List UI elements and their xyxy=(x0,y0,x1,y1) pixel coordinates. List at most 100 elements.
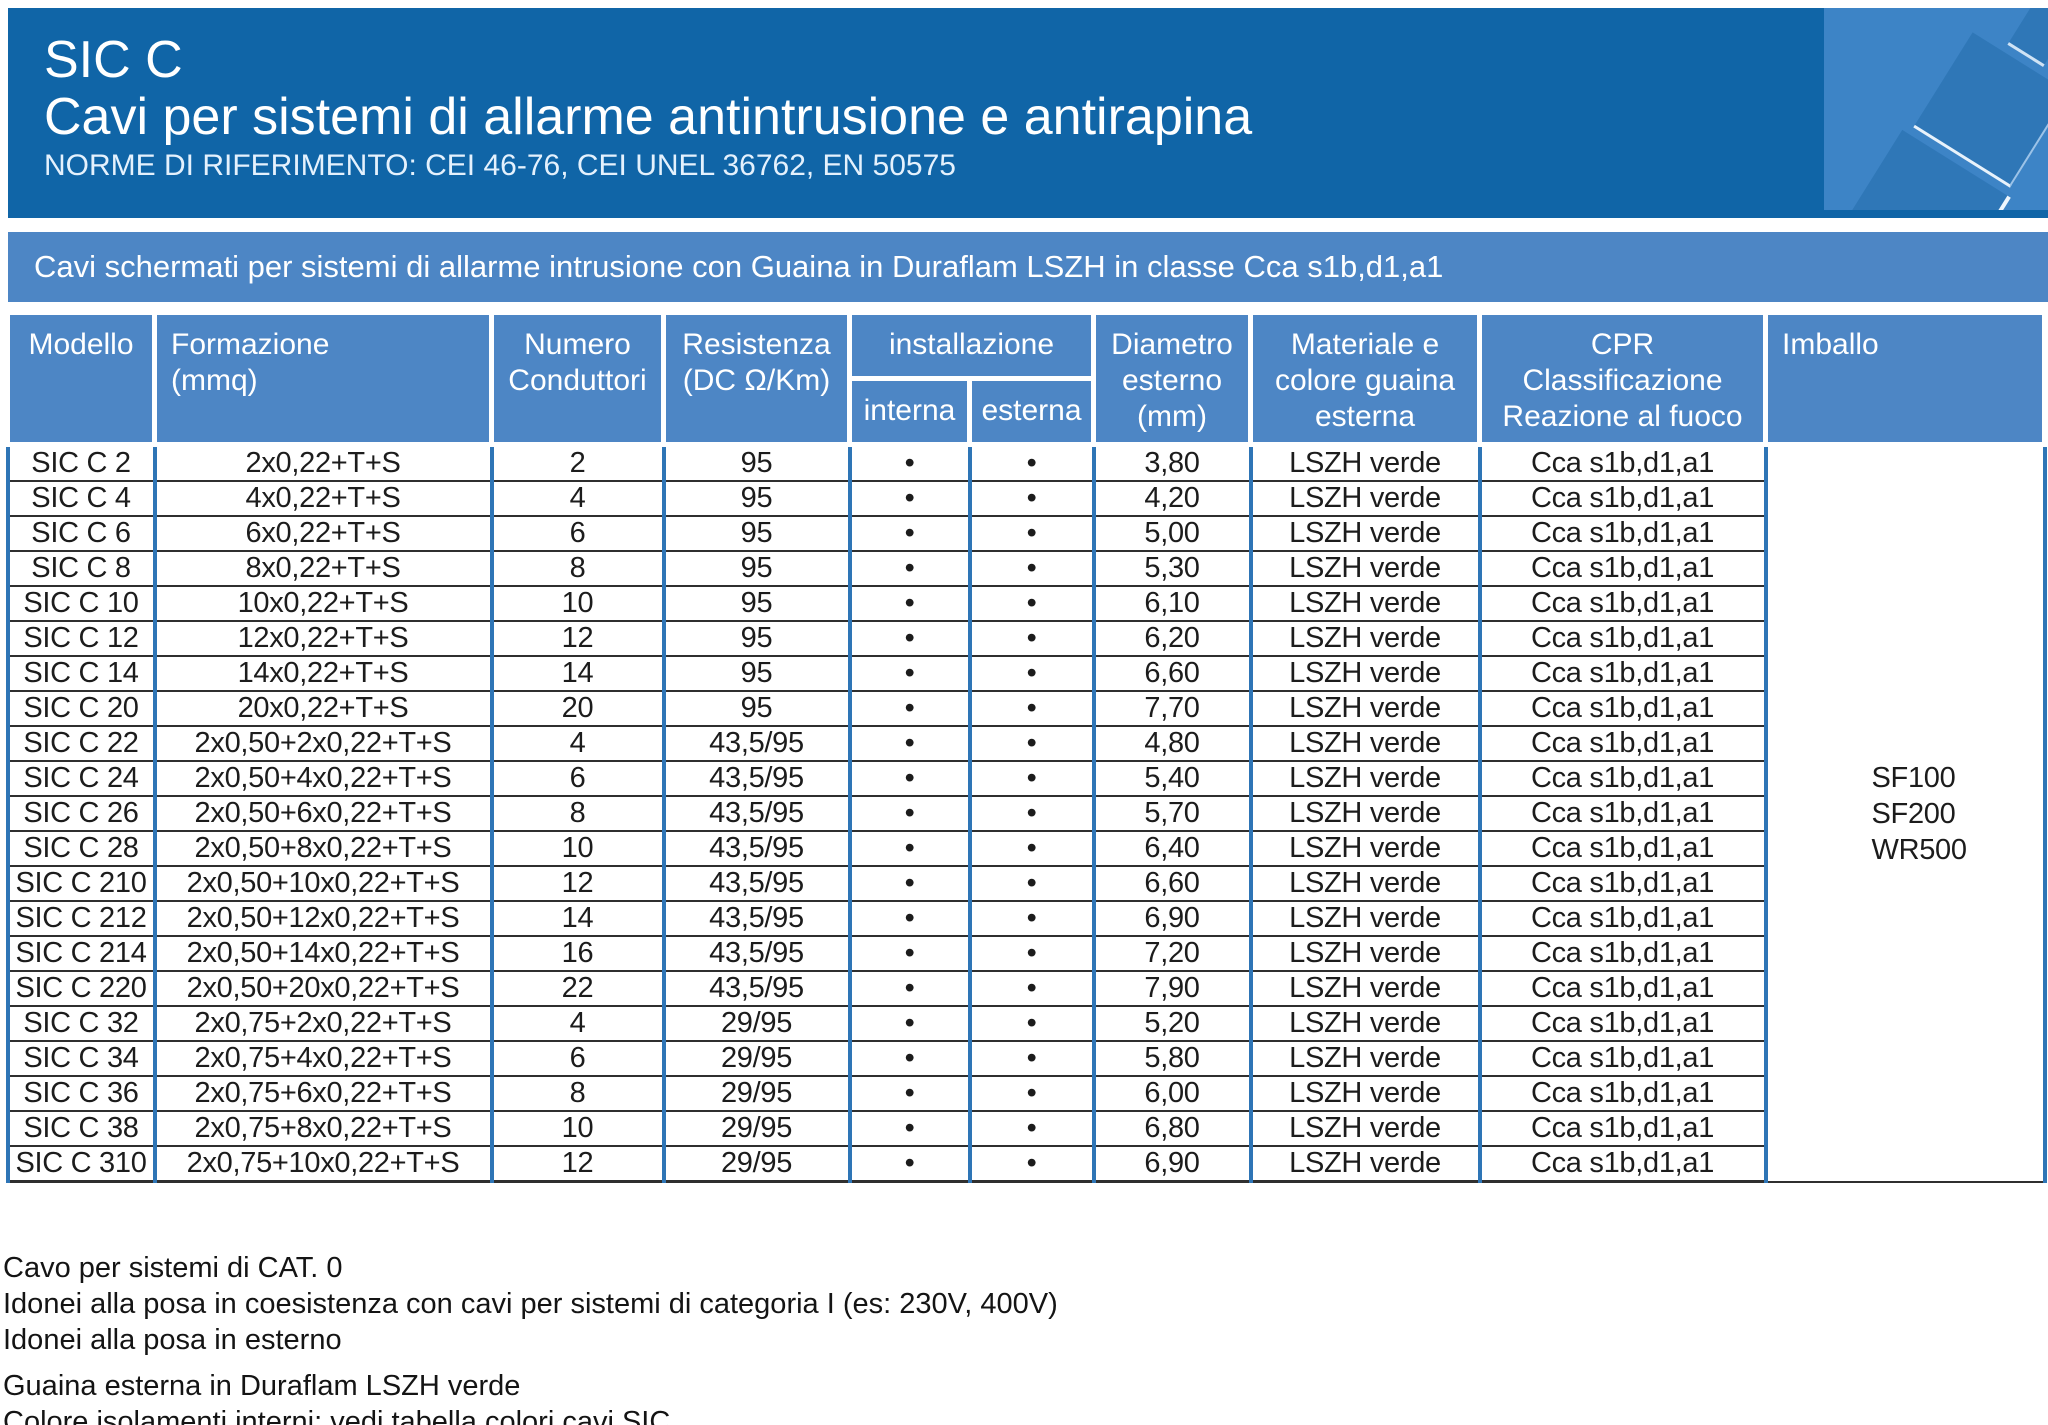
cell-esterna: • xyxy=(967,481,1094,517)
cell-esterna: • xyxy=(967,444,1094,482)
cell-diameter: 3,80 xyxy=(1091,444,1251,482)
cell-sheath: LSZH verde xyxy=(1248,1076,1480,1112)
cell-formation: 8x0,22+T+S xyxy=(152,551,492,587)
cell-formation: 2x0,50+6x0,22+T+S xyxy=(152,796,492,832)
cell-cpr: Cca s1b,d1,a1 xyxy=(1477,621,1768,657)
cell-conductors: 6 xyxy=(489,1041,664,1077)
cell-esterna: • xyxy=(967,936,1094,972)
cell-model: SIC C 20 xyxy=(5,691,155,727)
cell-diameter: 7,90 xyxy=(1091,971,1251,1007)
cell-interna: • xyxy=(847,621,970,657)
cell-cpr: Cca s1b,d1,a1 xyxy=(1477,1076,1768,1112)
norms-line: NORME DI RIFERIMENTO: CEI 46-76, CEI UNE… xyxy=(44,149,956,182)
cell-formation: 2x0,50+20x0,22+T+S xyxy=(152,971,492,1007)
col-diametro: Diametro esterno (mm) xyxy=(1091,310,1254,447)
cell-conductors: 4 xyxy=(489,1006,664,1042)
cell-formation: 2x0,75+10x0,22+T+S xyxy=(152,1146,492,1183)
cell-interna: • xyxy=(847,1006,970,1042)
cell-diameter: 6,40 xyxy=(1091,831,1251,867)
cell-sheath: LSZH verde xyxy=(1248,971,1480,1007)
table-row: SIC C 26 2x0,50+6x0,22+T+S 8 43,5/95 • • 5,70 L… xyxy=(5,796,2045,832)
col-installazione: installazione xyxy=(846,310,1097,381)
cell-cpr: Cca s1b,d1,a1 xyxy=(1477,901,1768,937)
cell-sheath: LSZH verde xyxy=(1248,516,1480,552)
corner-decoration xyxy=(1824,8,2048,210)
imballo-code: SF200 xyxy=(1871,797,1956,830)
cell-resistance: 29/95 xyxy=(661,1041,850,1077)
cell-cpr: Cca s1b,d1,a1 xyxy=(1477,761,1768,797)
header-banner: SIC C Cavi per sistemi di allarme antint… xyxy=(8,8,2048,218)
cell-conductors: 6 xyxy=(489,761,664,797)
cell-formation: 2x0,50+8x0,22+T+S xyxy=(152,831,492,867)
note-line: Idonei alla posa in coesistenza con cavi… xyxy=(3,1288,1058,1320)
cell-esterna: • xyxy=(967,1146,1094,1183)
cell-resistance: 43,5/95 xyxy=(661,901,850,937)
cell-diameter: 6,20 xyxy=(1091,621,1251,657)
col-installazione-esterna: esterna xyxy=(966,376,1097,447)
subtitle-band: Cavi schermati per sistemi di allarme in… xyxy=(8,232,2048,302)
cell-cpr: Cca s1b,d1,a1 xyxy=(1477,551,1768,587)
cell-cpr: Cca s1b,d1,a1 xyxy=(1477,1111,1768,1147)
cell-interna: • xyxy=(847,551,970,587)
table-row: SIC C 220 2x0,50+20x0,22+T+S 22 43,5/95 • • 7,… xyxy=(5,971,2045,1007)
cell-cpr: Cca s1b,d1,a1 xyxy=(1477,586,1768,622)
cell-sheath: LSZH verde xyxy=(1248,936,1480,972)
cell-formation: 2x0,50+10x0,22+T+S xyxy=(152,866,492,902)
cell-model: SIC C 28 xyxy=(5,831,155,867)
cell-model: SIC C 214 xyxy=(5,936,155,972)
cell-formation: 10x0,22+T+S xyxy=(152,586,492,622)
col-cpr: CPR Classificazione Reazione al fuoco xyxy=(1477,310,1769,447)
cell-conductors: 12 xyxy=(489,866,664,902)
cell-cpr: Cca s1b,d1,a1 xyxy=(1477,936,1768,972)
cell-interna: • xyxy=(847,866,970,902)
cell-cpr: Cca s1b,d1,a1 xyxy=(1477,1006,1768,1042)
cell-cpr: Cca s1b,d1,a1 xyxy=(1477,444,1768,482)
cell-cpr: Cca s1b,d1,a1 xyxy=(1477,866,1768,902)
cell-formation: 6x0,22+T+S xyxy=(152,516,492,552)
cell-cpr: Cca s1b,d1,a1 xyxy=(1477,516,1768,552)
cell-formation: 2x0,75+6x0,22+T+S xyxy=(152,1076,492,1112)
cell-model: SIC C 220 xyxy=(5,971,155,1007)
cell-diameter: 4,20 xyxy=(1091,481,1251,517)
cell-sheath: LSZH verde xyxy=(1248,656,1480,692)
cell-sheath: LSZH verde xyxy=(1248,1041,1480,1077)
cell-diameter: 6,90 xyxy=(1091,901,1251,937)
cell-resistance: 43,5/95 xyxy=(661,761,850,797)
cell-diameter: 5,30 xyxy=(1091,551,1251,587)
cell-formation: 4x0,22+T+S xyxy=(152,481,492,517)
cell-sheath: LSZH verde xyxy=(1248,621,1480,657)
cell-conductors: 8 xyxy=(489,796,664,832)
cell-formation: 2x0,50+2x0,22+T+S xyxy=(152,726,492,762)
cell-conductors: 10 xyxy=(489,586,664,622)
cell-interna: • xyxy=(847,761,970,797)
table-row: SIC C 214 2x0,50+14x0,22+T+S 16 43,5/95 • • 7,… xyxy=(5,936,2045,972)
cell-esterna: • xyxy=(967,656,1094,692)
cell-formation: 2x0,50+14x0,22+T+S xyxy=(152,936,492,972)
cell-interna: • xyxy=(847,726,970,762)
cell-diameter: 5,20 xyxy=(1091,1006,1251,1042)
cell-sheath: LSZH verde xyxy=(1248,1006,1480,1042)
cell-diameter: 7,70 xyxy=(1091,691,1251,727)
cell-formation: 2x0,75+2x0,22+T+S xyxy=(152,1006,492,1042)
cell-interna: • xyxy=(847,1076,970,1112)
cell-interna: • xyxy=(847,444,970,482)
imballo-code: SF100 xyxy=(1871,761,1956,794)
table-row: SIC C 38 2x0,75+8x0,22+T+S 10 29/95 • • 6,80 LS… xyxy=(5,1111,2045,1147)
table-row: SIC C 6 6x0,22+T+S 6 95 • • 5,00 LSZH verde Cca … xyxy=(5,516,2045,552)
footer-notes: Cavo per sistemi di CAT. 0 Idonei alla p… xyxy=(3,1250,1703,1425)
cell-cpr: Cca s1b,d1,a1 xyxy=(1477,691,1768,727)
cell-esterna: • xyxy=(967,761,1094,797)
imballo-codes: SF100 SF200 WR500 xyxy=(1772,760,2039,868)
note-line: Idonei alla posa in esterno xyxy=(3,1324,342,1356)
cell-conductors: 12 xyxy=(489,1146,664,1183)
cell-conductors: 14 xyxy=(489,901,664,937)
cell-sheath: LSZH verde xyxy=(1248,901,1480,937)
cell-esterna: • xyxy=(967,621,1094,657)
cell-interna: • xyxy=(847,656,970,692)
cell-resistance: 43,5/95 xyxy=(661,866,850,902)
cell-interna: • xyxy=(847,901,970,937)
product-name: SIC C xyxy=(44,31,183,89)
table-row: SIC C 22 2x0,50+2x0,22+T+S 4 43,5/95 • • 4,80 L… xyxy=(5,726,2045,762)
cell-model: SIC C 38 xyxy=(5,1111,155,1147)
cell-resistance: 43,5/95 xyxy=(661,936,850,972)
